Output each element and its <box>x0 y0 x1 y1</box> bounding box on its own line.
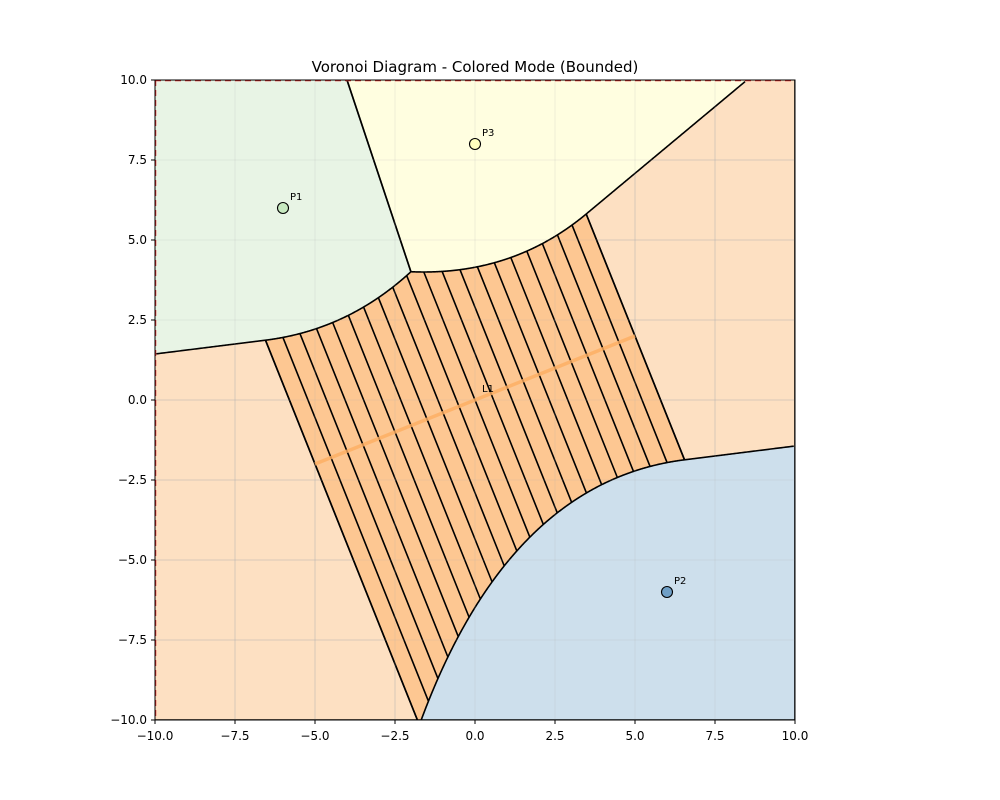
segment-label: L1 <box>482 384 494 395</box>
x-tick-label: −2.5 <box>380 729 409 743</box>
P3-region <box>347 80 745 272</box>
P2-region <box>421 446 795 720</box>
voronoi-edge <box>346 80 746 273</box>
hatch-line <box>441 271 545 525</box>
axis-ticks: −10.0 −7.5 −5.0 −2.5 0.0 2.5 5.0 7.5 10.0 −10.0 −7… <box>110 73 808 743</box>
hatch-line <box>282 337 430 702</box>
y-tick-label: 5.0 <box>128 233 147 247</box>
x-tick-label: 5.0 <box>625 729 644 743</box>
line-segments <box>314 334 636 466</box>
hatch-line <box>423 271 531 538</box>
site-label: P2 <box>674 576 686 587</box>
x-tick-label: −7.5 <box>220 729 249 743</box>
y-tick-label: 2.5 <box>128 313 147 327</box>
x-tick-label: 0.0 <box>465 729 484 743</box>
hatch-line <box>392 286 505 567</box>
x-tick-label: 7.5 <box>705 729 724 743</box>
voronoi-edge <box>420 445 794 720</box>
y-tick-label: 10.0 <box>120 73 147 87</box>
segment-L1 <box>314 334 636 466</box>
x-tick-label: 10.0 <box>782 729 809 743</box>
y-tick-label: −10.0 <box>110 713 147 727</box>
y-tick-label: 7.5 <box>128 153 147 167</box>
hatch-line <box>299 333 439 679</box>
hatch-line <box>405 275 518 552</box>
x-tick-label: 2.5 <box>545 729 564 743</box>
site-points <box>276 137 674 599</box>
site-P2 <box>660 585 674 599</box>
hatch-line <box>362 306 482 600</box>
point-labels: L1 P1 P2 P3 <box>290 128 686 587</box>
hatch-line <box>476 266 573 503</box>
hatch-line <box>315 328 449 658</box>
hatch-line <box>526 250 619 478</box>
L1-hatched-band <box>265 214 685 720</box>
y-tick-label: −2.5 <box>118 473 147 487</box>
voronoi-edge <box>264 339 419 720</box>
hatch-line <box>556 234 651 467</box>
hatch-line <box>493 262 588 494</box>
hatch-line <box>347 315 470 618</box>
y-tick-label: −5.0 <box>118 553 147 567</box>
x-tick-label: −5.0 <box>300 729 329 743</box>
chart-title: Voronoi Diagram - Colored Mode (Bounded) <box>312 58 639 76</box>
hatch-line <box>459 269 558 514</box>
P1-region <box>155 80 411 354</box>
y-tick-label: −7.5 <box>118 633 147 647</box>
voronoi-edge <box>585 213 686 461</box>
hatch-line <box>541 243 635 472</box>
x-tick-label: −10.0 <box>137 729 174 743</box>
hatch-line <box>510 257 603 485</box>
site-P3 <box>468 137 482 151</box>
hatch-line <box>331 322 460 637</box>
plot-area <box>155 80 795 720</box>
y-tick-label: 0.0 <box>128 393 147 407</box>
voronoi-edges <box>155 80 795 720</box>
site-P1 <box>276 201 290 215</box>
hatch-line <box>377 297 493 583</box>
site-label: P1 <box>290 192 302 203</box>
site-label: P3 <box>482 128 494 139</box>
